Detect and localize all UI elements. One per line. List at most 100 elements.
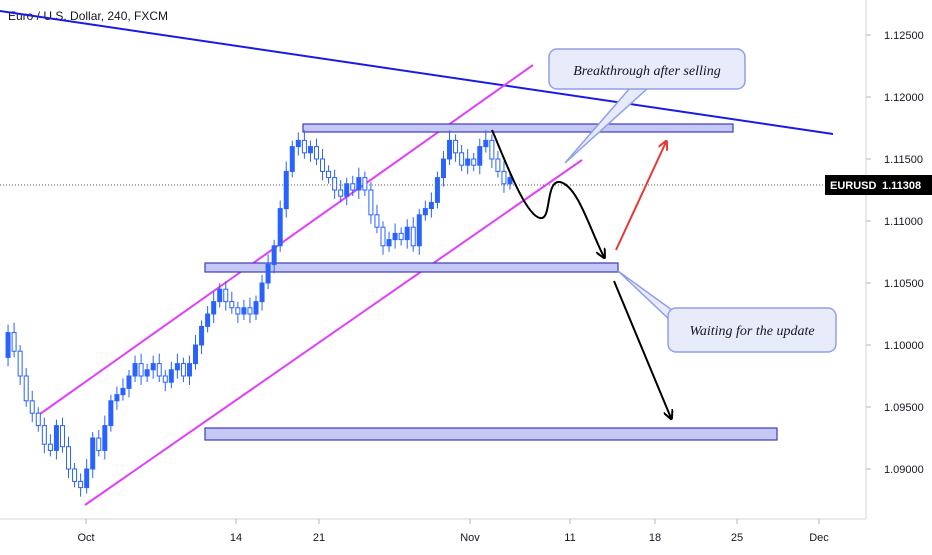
bearish-arrow — [613, 280, 671, 418]
y-tick-label: 1.09500 — [884, 402, 924, 414]
candle-body — [313, 146, 319, 160]
candle-body — [84, 468, 90, 489]
candle-body — [223, 288, 229, 303]
x-tick-label: 14 — [230, 532, 242, 544]
candle-body — [126, 375, 132, 389]
candle-body — [199, 325, 205, 346]
candle-body — [471, 158, 477, 166]
y-tick-label: 1.10500 — [884, 278, 924, 290]
candle-body — [344, 183, 350, 197]
chart-title: Euro / U.S. Dollar, 240, FXCM — [8, 9, 168, 23]
candle-body — [332, 177, 338, 191]
candle-body — [404, 226, 410, 241]
candle-body — [398, 232, 404, 241]
candle-body — [326, 170, 332, 179]
candle-body — [289, 146, 295, 172]
y-tick-label: 1.09000 — [884, 464, 924, 476]
support-zone — [204, 262, 619, 273]
candle-body — [392, 232, 398, 241]
candle-body — [247, 307, 253, 315]
callout-breakthrough-text: Breakthrough after selling — [573, 64, 721, 79]
candle-body — [41, 425, 47, 445]
candle-body — [253, 301, 259, 315]
candle-body — [422, 208, 428, 216]
candle-body — [416, 214, 422, 247]
candle-body — [35, 412, 41, 427]
candle-body — [186, 363, 192, 377]
candle-body — [265, 263, 271, 284]
callout-breakthrough: Breakthrough after selling — [548, 48, 746, 164]
candle-body — [259, 282, 265, 303]
candle-body — [168, 369, 174, 383]
candle-body — [47, 443, 53, 451]
resistance-zone — [302, 123, 734, 133]
price-tag-box — [825, 175, 932, 195]
candle-body — [78, 480, 84, 489]
callout-waiting-box — [667, 307, 837, 353]
candle-body — [235, 307, 241, 315]
candle-body — [440, 158, 446, 179]
candle-body — [501, 170, 507, 185]
candle-body — [271, 245, 277, 265]
callout-waiting: Waiting for the update — [617, 270, 837, 353]
candle-body — [114, 394, 120, 402]
candle-body — [180, 363, 186, 377]
candle-body — [459, 152, 465, 166]
projection-path-curve — [491, 129, 604, 257]
candle-body — [380, 226, 386, 247]
candle-body — [434, 177, 440, 203]
candle-body — [108, 400, 114, 427]
bullish-arrow — [615, 142, 666, 251]
candle-body — [205, 313, 211, 327]
candle-body — [447, 139, 453, 160]
candle-body — [465, 158, 471, 166]
candle-body — [489, 139, 495, 160]
y-tick-label: 1.11500 — [884, 154, 923, 166]
callout-breakthrough-box — [548, 48, 746, 90]
candle-body — [17, 350, 23, 377]
x-tick-label: 25 — [731, 532, 743, 544]
y-tick-label: 1.10000 — [884, 340, 924, 352]
candle-body — [283, 170, 289, 210]
channel-lower-line — [84, 159, 583, 506]
candle-body — [211, 301, 217, 315]
candle-body — [174, 363, 180, 371]
candle-body — [11, 332, 17, 352]
x-tick-label: Oct — [77, 532, 94, 544]
candle-body — [495, 158, 501, 172]
x-tick-label: 18 — [649, 532, 661, 544]
candle-body — [53, 425, 59, 451]
candle-body — [386, 239, 392, 247]
candle-body — [66, 446, 72, 470]
candle-body — [229, 301, 235, 309]
candle-body — [507, 177, 513, 185]
price-tag: EURUSD 1.11308 — [825, 175, 932, 195]
candle-body — [72, 468, 78, 482]
candle-body — [144, 369, 150, 377]
candle-body — [277, 208, 283, 247]
candle-body — [368, 189, 374, 216]
y-axis: 1.12500 1.12000 1.11500 1.11000 1.10500 1.100… — [866, 30, 924, 476]
x-tick-label: 21 — [313, 532, 325, 544]
y-tick-label: 1.12000 — [884, 92, 924, 104]
candle-body — [362, 177, 368, 191]
x-tick-label: Nov — [460, 532, 480, 544]
x-tick-label: Dec — [809, 532, 829, 544]
candle-body — [120, 387, 126, 396]
candle-body — [428, 201, 434, 210]
candle-body — [156, 363, 162, 377]
candle-body — [374, 214, 380, 228]
y-tick-label: 1.12500 — [884, 30, 924, 42]
candle-body — [320, 158, 326, 172]
candle-body — [477, 146, 483, 166]
candle-body — [5, 332, 11, 358]
x-tick-label: 11 — [564, 532, 575, 544]
candle-body — [150, 363, 156, 371]
y-tick-label: 1.11000 — [884, 216, 923, 228]
candle-body — [307, 146, 313, 154]
candle-body — [350, 183, 356, 191]
channel-upper-line — [39, 64, 534, 415]
price-tag-value: 1.11308 — [882, 180, 921, 192]
